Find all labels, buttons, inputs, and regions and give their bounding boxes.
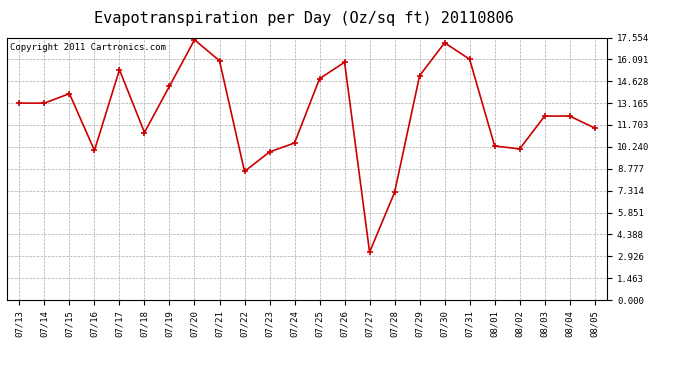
Text: Copyright 2011 Cartronics.com: Copyright 2011 Cartronics.com [10, 43, 166, 52]
Text: Evapotranspiration per Day (Oz/sq ft) 20110806: Evapotranspiration per Day (Oz/sq ft) 20… [94, 11, 513, 26]
